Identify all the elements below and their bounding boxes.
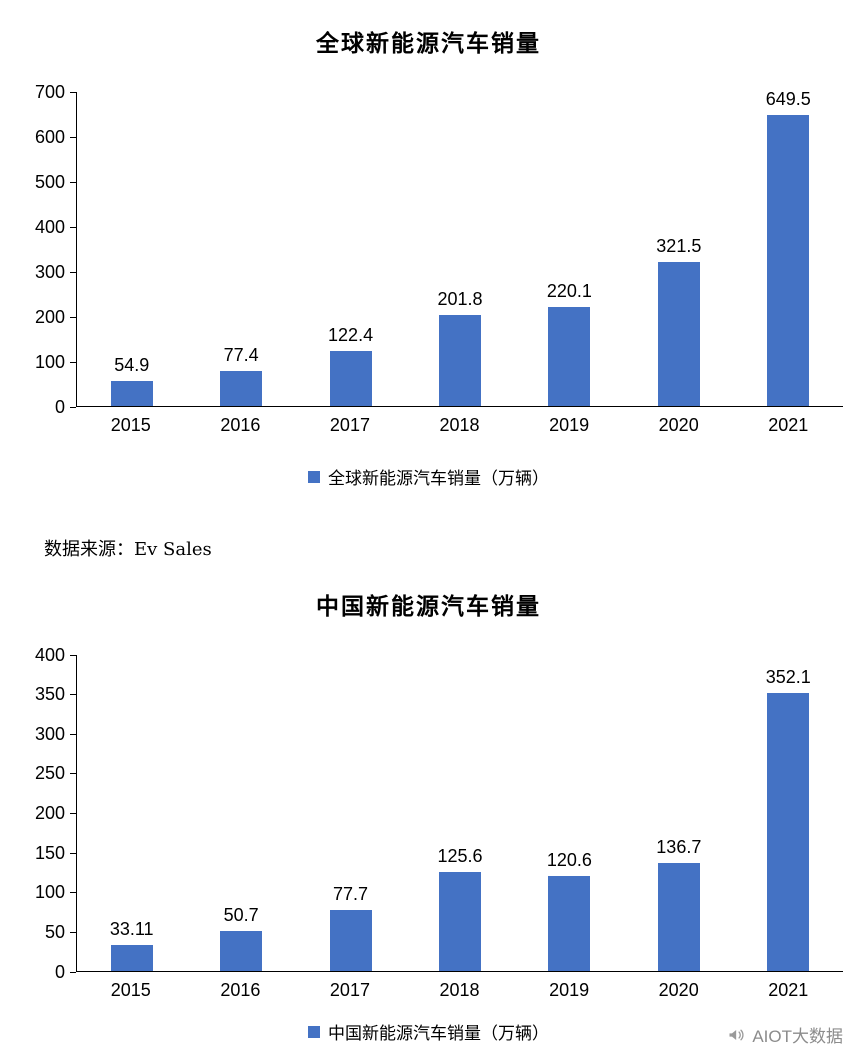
chart-title: 中国新能源汽车销量 (316, 593, 541, 619)
x-axis-label: 2020 (658, 980, 699, 1000)
bar-2015 (110, 381, 153, 406)
bar-2019 (548, 875, 591, 971)
legend: 中国新能源汽车销量（万辆） (14, 1019, 843, 1044)
bar-value-label: 122.4 (328, 325, 374, 346)
bar-value-label: 220.1 (546, 281, 592, 302)
bar-column: 120.6 (515, 655, 624, 971)
plot-column: 33.11 50.7 77.7 125.6 120.6 136.7 352.1 2015 20… (76, 655, 843, 1001)
bar-column: 220.1 (515, 92, 624, 406)
legend-swatch (308, 1025, 320, 1038)
bar-2018 (438, 871, 481, 971)
chart-title: 全球新能源汽车销量 (316, 30, 541, 56)
x-axis-label: 2021 (768, 415, 809, 435)
legend-label: 全球新能源汽车销量（万辆） (328, 469, 549, 489)
bar-column: 54.9 (77, 92, 186, 406)
bar-value-label: 201.8 (437, 289, 483, 310)
bar-column: 352.1 (734, 655, 843, 971)
bar-value-label: 77.4 (223, 345, 259, 366)
legend-label: 中国新能源汽车销量（万辆） (328, 1024, 549, 1044)
bar-value-label: 352.1 (765, 666, 811, 687)
x-axis-label: 2017 (329, 980, 370, 1000)
bar-2016 (220, 930, 263, 971)
x-axis-label: 2016 (220, 980, 261, 1000)
bar-2018 (438, 315, 481, 406)
bar-2020 (657, 863, 700, 971)
bar-column: 649.5 (734, 88, 843, 406)
bar-2017 (329, 351, 372, 406)
chart-body: 700 600 500 400 300 200 100 0 54.9 77.4 122.4 201.… (14, 81, 843, 436)
bar-2015 (110, 944, 153, 971)
bar-value-label: 54.9 (114, 355, 150, 376)
x-axis-label: 2017 (329, 415, 370, 435)
y-axis: 700 600 500 400 300 200 100 0 (34, 81, 65, 417)
plot-area: 33.11 50.7 77.7 125.6 120.6 136.7 352.1 (76, 655, 843, 972)
x-axis-label: 2018 (439, 980, 480, 1000)
x-axis-label: 2019 (549, 415, 590, 435)
y-axis: 400 350 300 250 200 150 100 50 0 (34, 644, 65, 982)
bar-2016 (220, 371, 263, 406)
x-axis-label: 2015 (110, 415, 151, 435)
chart-body: 400 350 300 250 200 150 100 50 0 33.11 50.7 77.7 12… (14, 644, 843, 1001)
source-note: 数据来源：Ev Sales (44, 539, 212, 560)
bar-column: 136.7 (624, 655, 733, 971)
watermark-label: AIOT大数据 (752, 1027, 843, 1046)
bar-value-label: 649.5 (765, 88, 811, 109)
plot-area: 54.9 77.4 122.4 201.8 220.1 321.5 649.5 (76, 88, 843, 407)
bar-column: 77.4 (186, 92, 295, 406)
bar-value-label: 321.5 (656, 235, 702, 256)
bar-2021 (767, 114, 810, 406)
bar-column: 125.6 (405, 655, 514, 971)
bar-column: 201.8 (405, 92, 514, 406)
x-axis: 2015 2016 2017 2018 2019 2020 2021 (76, 415, 843, 436)
x-axis: 2015 2016 2017 2018 2019 2020 2021 (76, 980, 843, 1001)
bar-column: 50.7 (186, 655, 295, 971)
x-axis-label: 2019 (549, 980, 590, 1000)
bar-column: 77.7 (296, 655, 405, 971)
bar-column: 33.11 (77, 655, 186, 971)
legend-swatch (308, 470, 320, 483)
bar-2020 (657, 261, 700, 406)
watermark: AIOT大数据 (727, 1022, 843, 1047)
bar-value-label: 77.7 (333, 883, 369, 904)
x-axis-label: 2021 (768, 980, 809, 1000)
bar-2021 (767, 692, 810, 971)
x-axis-label: 2015 (110, 980, 151, 1000)
legend: 全球新能源汽车销量（万辆） (14, 464, 843, 489)
bar-column: 122.4 (296, 92, 405, 406)
bar-value-label: 120.6 (546, 849, 592, 870)
chart-global-ev-sales: 全球新能源汽车销量 700 600 500 400 300 200 100 0 54.9 77.… (14, 0, 843, 489)
bar-2019 (548, 307, 591, 406)
chart-china-ev-sales: 中国新能源汽车销量 400 350 300 250 200 150 100 50 0 33.11… (14, 587, 843, 1044)
bar-2017 (329, 909, 372, 971)
x-axis-label: 2016 (220, 415, 261, 435)
bar-value-label: 125.6 (437, 845, 483, 866)
bar-value-label: 136.7 (656, 837, 702, 858)
bar-column: 321.5 (624, 92, 733, 406)
x-axis-label: 2018 (439, 415, 480, 435)
x-axis-label: 2020 (658, 415, 699, 435)
bar-value-label: 33.11 (109, 918, 154, 939)
megaphone-icon (727, 1025, 747, 1045)
bar-value-label: 50.7 (223, 904, 259, 925)
plot-column: 54.9 77.4 122.4 201.8 220.1 321.5 649.5 2015 20… (76, 88, 843, 436)
